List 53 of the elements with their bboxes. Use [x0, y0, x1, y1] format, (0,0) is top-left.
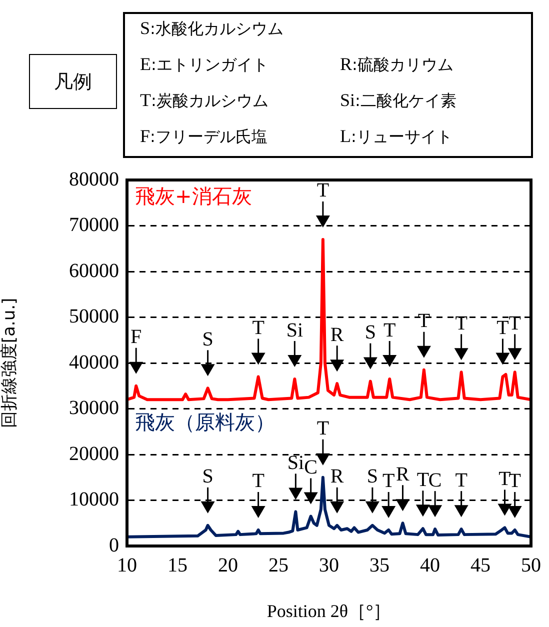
text: T:炭酸カルシウム: [140, 90, 268, 112]
y-tick-label: 40000: [69, 351, 119, 374]
annotation: S: [366, 466, 378, 488]
annotation: T: [252, 316, 264, 339]
annotation: Si: [287, 452, 304, 474]
annotation: T: [316, 180, 330, 202]
x-tick-label: 50: [521, 554, 541, 576]
text: 飛灰（原料灰）: [135, 410, 275, 434]
annotation: S: [202, 328, 214, 350]
x-tick-label: 20: [218, 554, 238, 576]
annotation: T: [498, 468, 511, 490]
annotation: T: [252, 470, 264, 492]
text: 飛灰+消石灰: [135, 184, 252, 208]
annotation: T: [382, 470, 395, 492]
annotation: R: [330, 324, 344, 346]
annotation: C: [304, 456, 318, 479]
annotation: C: [428, 469, 442, 492]
text: L:リューサイト: [340, 126, 452, 148]
annotation: S: [202, 466, 214, 488]
annotation: T: [316, 418, 330, 440]
y-tick-label: 0: [109, 534, 119, 556]
y-axis-title: 回折線強度[a.u.]: [0, 298, 20, 428]
y-tick-label: 20000: [69, 442, 119, 465]
annotation: R: [330, 466, 344, 488]
x-tick-label: 45: [470, 554, 490, 576]
y-tick-label: 30000: [69, 397, 119, 419]
text: 凡例: [29, 54, 117, 109]
annotation: F: [130, 326, 142, 348]
y-tick-label: 70000: [69, 214, 119, 236]
x-tick-label: 30: [319, 554, 339, 576]
annotation: S: [364, 322, 376, 344]
annotation: T: [418, 310, 430, 332]
text: R:硫酸カリウム: [340, 54, 454, 76]
x-tick-label: 35: [370, 554, 390, 576]
y-tick-label: 80000: [69, 168, 119, 190]
annotation: T: [496, 316, 509, 339]
text: F:フリーデル氏塩: [140, 126, 268, 148]
x-tick-label: 15: [168, 554, 188, 576]
y-tick-label: 10000: [69, 488, 119, 510]
annotation: T: [416, 468, 430, 491]
x-tick-label: 10: [117, 554, 137, 576]
annotation: R: [396, 463, 410, 486]
text: S:水酸化カルシウム: [140, 18, 284, 40]
x-tick-label: 25: [268, 554, 288, 576]
annotation: T: [455, 469, 468, 492]
y-tick-label: 50000: [69, 306, 119, 328]
text: Si:二酸化ケイ素: [340, 90, 456, 112]
x-tick-label: 40: [420, 554, 440, 576]
text: E:エトリンガイト: [140, 54, 268, 76]
x-axis-title: Position 2θ［°］: [266, 600, 392, 621]
annotation: Si: [286, 319, 304, 342]
annotation: T: [383, 319, 396, 342]
y-tick-label: 60000: [69, 260, 119, 282]
